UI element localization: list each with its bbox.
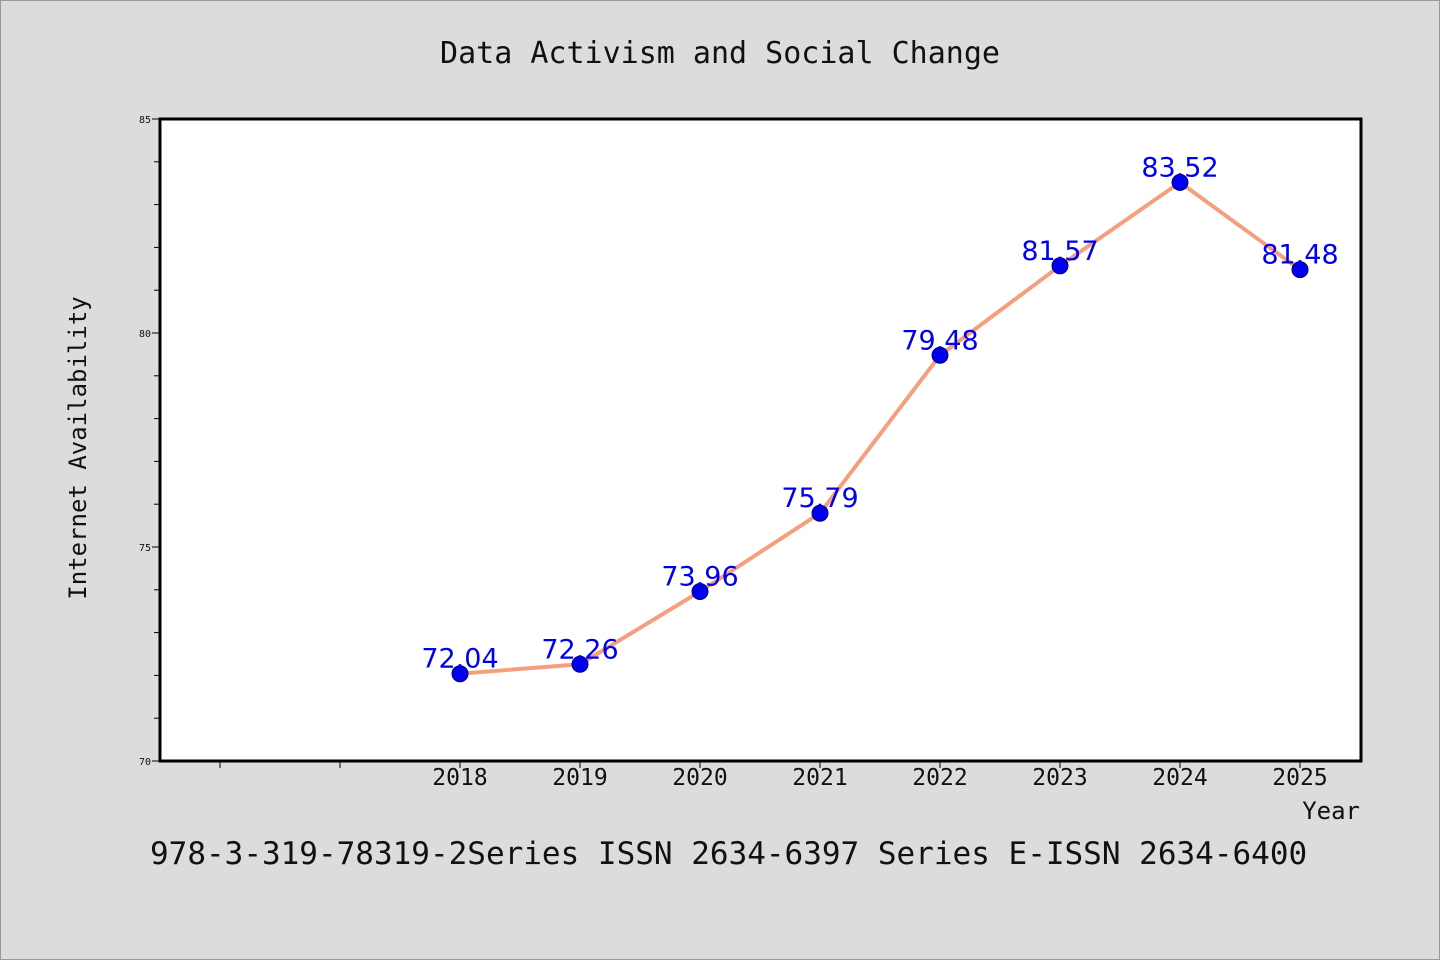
y-tick-label: 80 [139, 329, 151, 340]
series-layer: 72.04 72.26 73.96 75.79 79.48 81.57 83.52 81.48 [421, 152, 1339, 683]
series-line [458, 180, 1302, 676]
data-label: 75.79 [781, 483, 858, 514]
data-label: 83.52 [1141, 152, 1218, 183]
data-point [1171, 173, 1189, 191]
y-axis-label: Internet Availability [64, 296, 92, 599]
data-point [811, 504, 829, 522]
data-point [691, 583, 709, 601]
chart-title: Data Activism and Social Change [440, 36, 1000, 71]
data-point [571, 655, 589, 673]
data-point [1291, 261, 1309, 279]
data-point [451, 665, 469, 683]
x-tick-label: 2022 [912, 765, 967, 791]
x-tick-label: 2021 [792, 765, 847, 791]
data-label: 73.96 [661, 562, 738, 593]
y-tick-label: 70 [139, 757, 151, 768]
x-tick-label: 2020 [672, 765, 727, 791]
plot-area [158, 117, 1363, 763]
data-point [931, 346, 949, 364]
x-tick-label: 2024 [1152, 765, 1207, 791]
x-tick-label: 2018 [432, 765, 487, 791]
data-label: 72.04 [421, 644, 498, 675]
y-tick-label: 85 [139, 115, 151, 126]
x-tick-label: 2019 [552, 765, 607, 791]
x-tick-label: 2025 [1272, 765, 1327, 791]
data-label: 72.26 [541, 634, 618, 665]
x-tick-label: 2023 [1032, 765, 1087, 791]
x-axis: 2018 2019 2020 2021 2022 2023 2024 2025 [219, 761, 1328, 791]
data-label: 81.48 [1261, 240, 1338, 271]
data-label: 79.48 [901, 325, 978, 356]
data-point [1051, 257, 1069, 275]
data-label: 81.57 [1021, 236, 1098, 267]
y-axis: 70 75 80 85 [139, 115, 160, 768]
y-tick-label: 75 [139, 543, 151, 554]
x-axis-label: Year [1302, 797, 1360, 825]
footer-text: 978-3-319-78319-2Series ISSN 2634-6397 S… [150, 836, 1307, 872]
